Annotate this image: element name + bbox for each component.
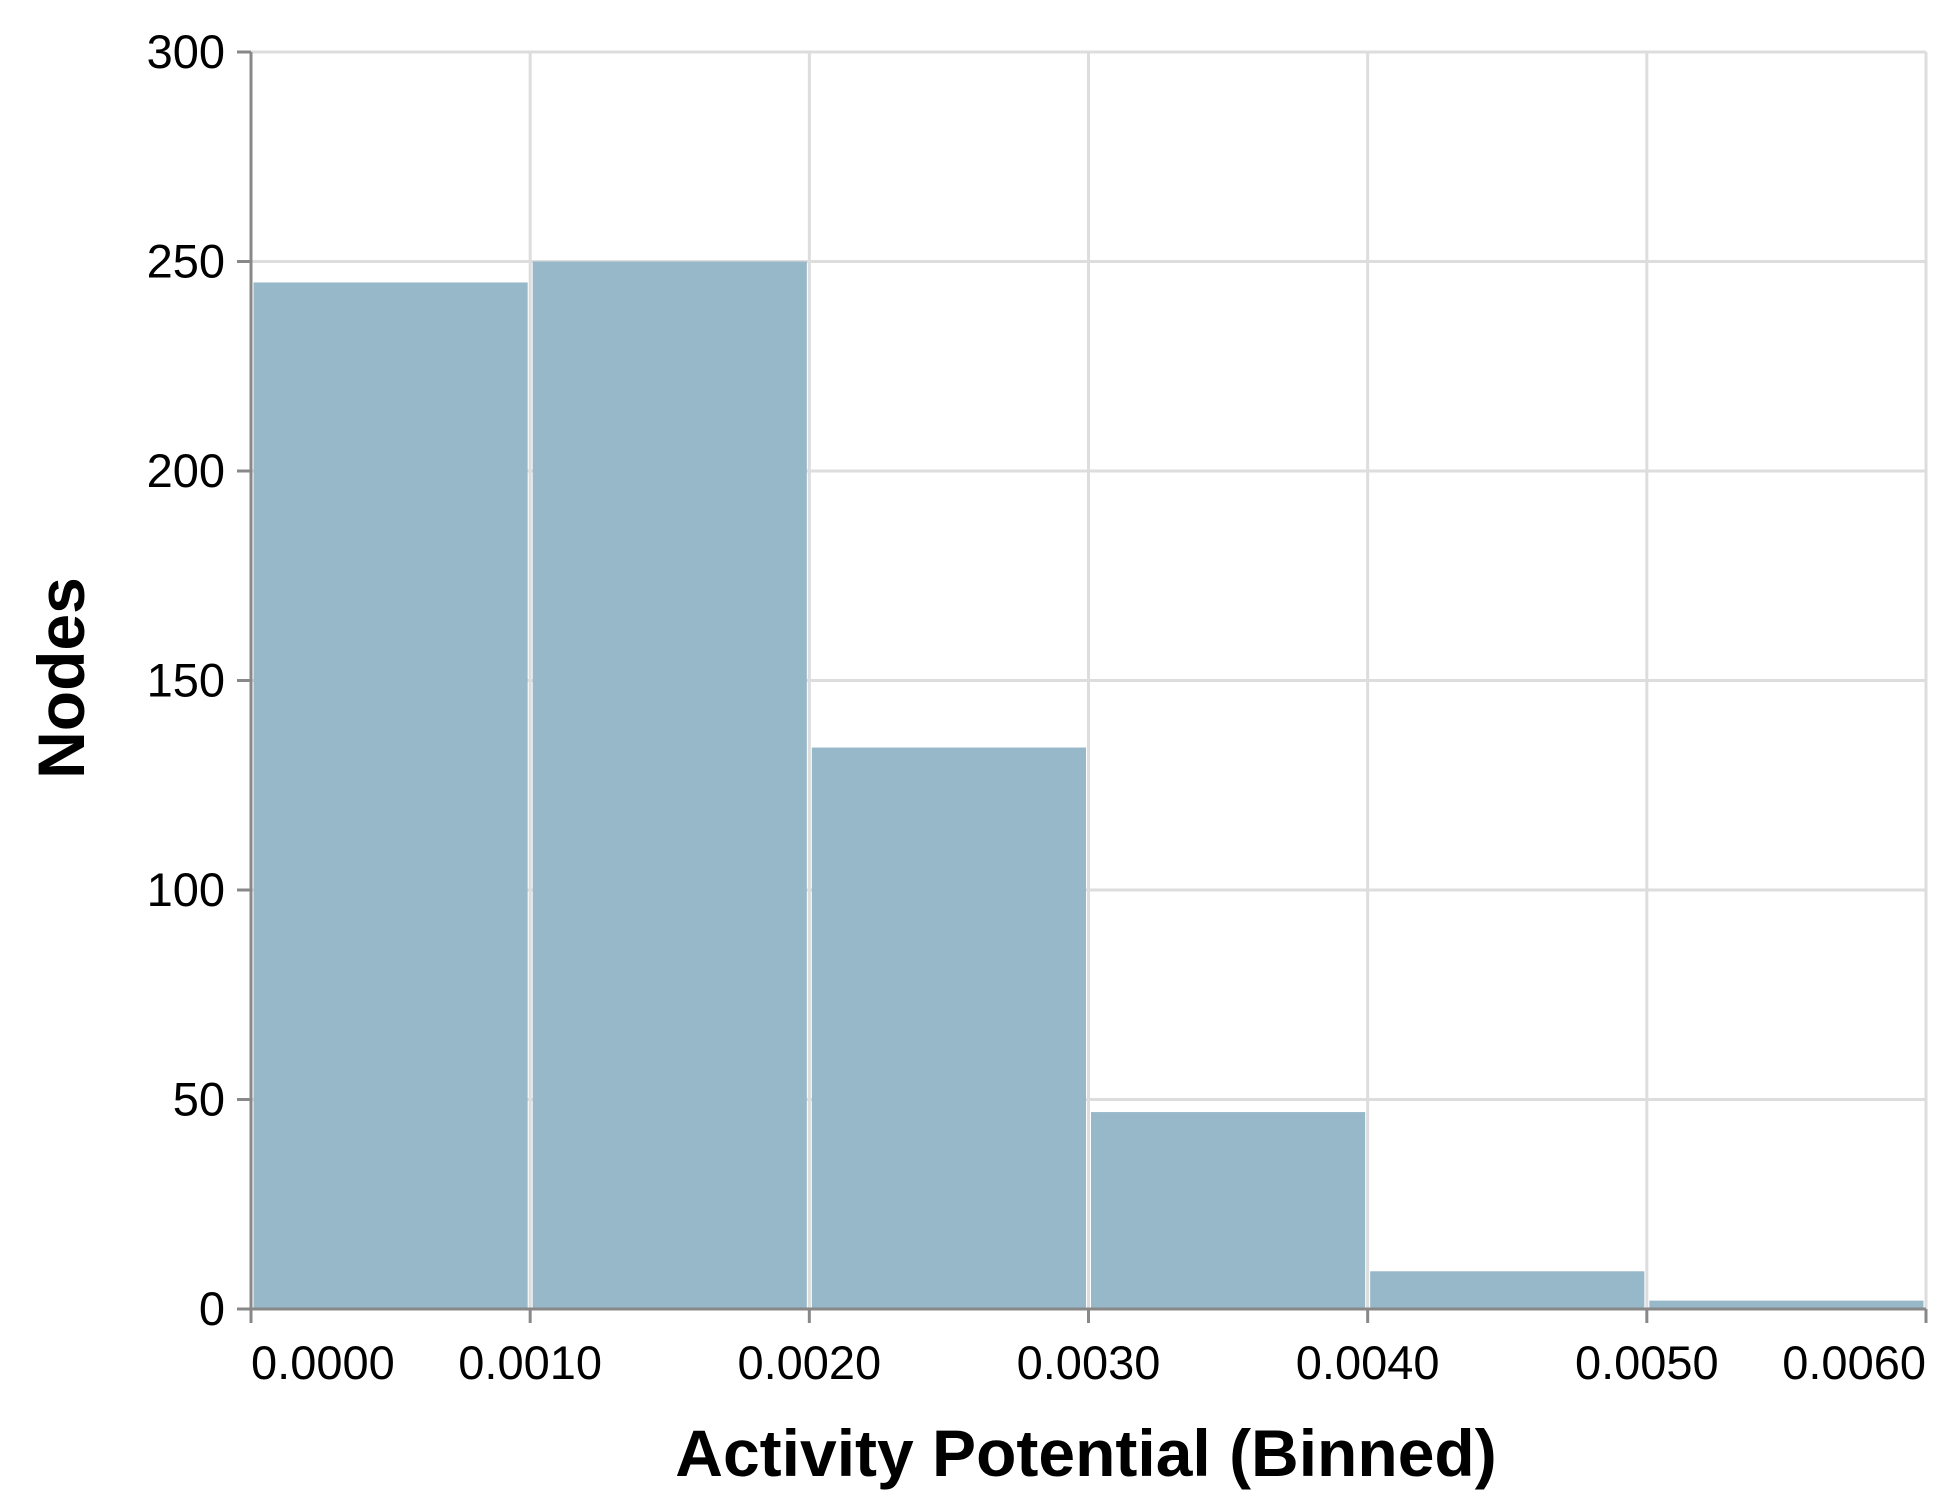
x-axis-title: Activity Potential (Binned) bbox=[675, 1416, 1496, 1490]
x-tick-label: 0.0020 bbox=[737, 1336, 881, 1389]
y-tick-label: 300 bbox=[147, 25, 225, 78]
x-tick-label: 0.0030 bbox=[1017, 1336, 1161, 1389]
histogram-bar bbox=[1649, 1300, 1924, 1309]
x-tick-label: 0.0010 bbox=[458, 1336, 602, 1389]
y-tick-label: 100 bbox=[147, 863, 225, 916]
y-axis-title: Nodes bbox=[24, 577, 98, 779]
x-tick-label: 0.0060 bbox=[1782, 1336, 1926, 1389]
gridlines bbox=[251, 50, 1928, 1309]
y-tick-label: 200 bbox=[147, 444, 225, 497]
histogram-bar bbox=[1091, 1112, 1366, 1309]
histogram-bar bbox=[1370, 1271, 1645, 1309]
y-tick-label: 250 bbox=[147, 235, 225, 288]
bars bbox=[253, 261, 1924, 1310]
y-axis-ticks: 0 50 100 150 200 250 300 bbox=[147, 25, 251, 1335]
y-tick-label: 50 bbox=[173, 1073, 225, 1126]
y-tick-label: 150 bbox=[147, 654, 225, 707]
histogram-bar bbox=[532, 261, 807, 1309]
histogram-bar bbox=[253, 282, 528, 1310]
x-tick-label: 0.0040 bbox=[1296, 1336, 1440, 1389]
x-axis-ticks: 0.0000 0.0010 0.0020 0.0030 0.0040 0.0050 0.00… bbox=[249, 1309, 1928, 1389]
x-tick-label: 0.0000 bbox=[251, 1336, 395, 1389]
histogram-bar bbox=[811, 747, 1086, 1309]
x-tick-label: 0.0050 bbox=[1575, 1336, 1719, 1389]
y-tick-label: 0 bbox=[199, 1282, 225, 1335]
